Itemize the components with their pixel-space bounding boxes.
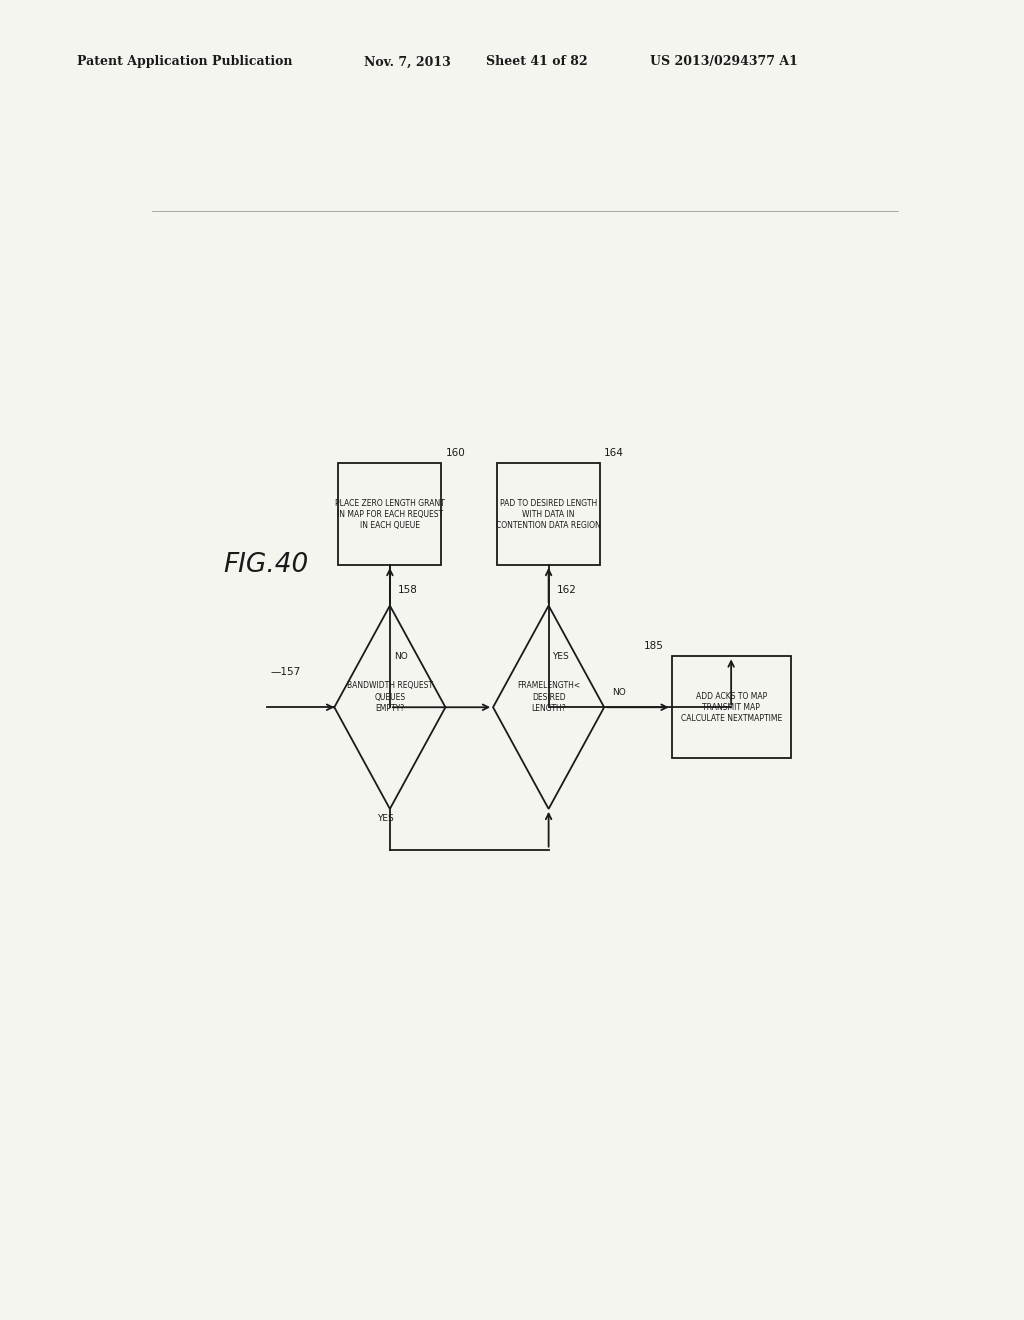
Text: US 2013/0294377 A1: US 2013/0294377 A1 [650, 55, 798, 69]
Text: 185: 185 [644, 642, 664, 651]
Text: —157: —157 [270, 667, 301, 677]
Text: NO: NO [394, 652, 408, 661]
Text: YES: YES [553, 652, 569, 661]
Text: PLACE ZERO LENGTH GRANT
IN MAP FOR EACH REQUEST
IN EACH QUEUE: PLACE ZERO LENGTH GRANT IN MAP FOR EACH … [335, 499, 444, 529]
Text: 160: 160 [445, 449, 465, 458]
Text: Nov. 7, 2013: Nov. 7, 2013 [364, 55, 451, 69]
Text: Sheet 41 of 82: Sheet 41 of 82 [486, 55, 588, 69]
Text: BANDWIDTH REQUEST
QUEUES
EMPTY?: BANDWIDTH REQUEST QUEUES EMPTY? [347, 681, 433, 713]
Text: PAD TO DESIRED LENGTH
WITH DATA IN
CONTENTION DATA REGION: PAD TO DESIRED LENGTH WITH DATA IN CONTE… [497, 499, 601, 529]
Bar [338, 463, 441, 565]
Text: Patent Application Publication: Patent Application Publication [77, 55, 292, 69]
Text: ADD ACKS TO MAP
TRANSMIT MAP
CALCULATE NEXTMAPTIME: ADD ACKS TO MAP TRANSMIT MAP CALCULATE N… [681, 692, 781, 723]
Text: FIG.40: FIG.40 [223, 552, 308, 578]
Text: 158: 158 [397, 586, 418, 595]
Text: NO: NO [612, 688, 626, 697]
Bar [672, 656, 791, 758]
Text: 162: 162 [557, 586, 577, 595]
Text: 164: 164 [604, 449, 624, 458]
Text: FRAMELENGTH<
DESIRED
LENGTH?: FRAMELENGTH< DESIRED LENGTH? [517, 681, 581, 713]
Text: YES: YES [378, 814, 394, 822]
Bar [497, 463, 600, 565]
